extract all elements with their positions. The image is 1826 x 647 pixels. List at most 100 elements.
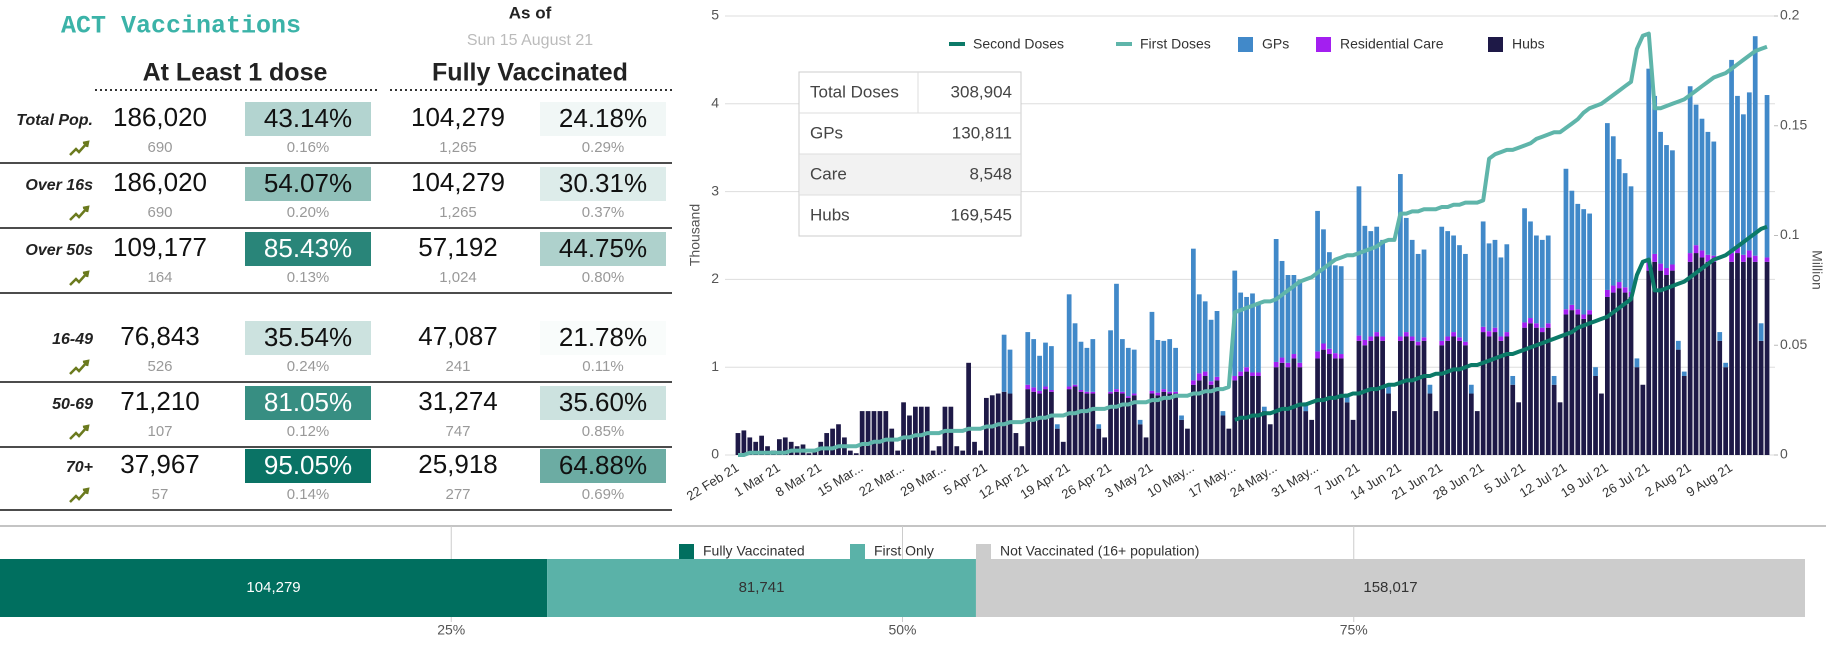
percent: 81.05% xyxy=(264,387,352,417)
bar xyxy=(1392,411,1397,455)
bar xyxy=(1327,354,1332,455)
count: 31,274 xyxy=(418,386,498,416)
bar xyxy=(1368,231,1374,337)
bar xyxy=(1545,327,1551,455)
count: 57,192 xyxy=(418,232,498,262)
bar xyxy=(1031,339,1037,388)
bar xyxy=(1155,395,1161,455)
percent-cell xyxy=(245,167,371,201)
legend-swatch xyxy=(976,544,991,559)
bar xyxy=(1699,250,1705,258)
bar xyxy=(1137,419,1143,425)
percent-cell xyxy=(540,321,666,355)
bar xyxy=(1179,415,1184,420)
bar xyxy=(1670,150,1675,265)
bar xyxy=(1037,390,1042,394)
bar xyxy=(1575,203,1581,310)
bar xyxy=(1025,332,1031,385)
bar xyxy=(1273,361,1279,368)
count: 76,843 xyxy=(120,321,200,351)
percent-cell xyxy=(245,321,371,355)
bar xyxy=(1480,332,1486,455)
bar-segment xyxy=(975,559,1805,617)
bar xyxy=(1208,319,1214,382)
bar xyxy=(1190,380,1196,385)
bar xyxy=(1356,340,1362,455)
doses-value: 169,545 xyxy=(951,205,1012,224)
bar xyxy=(1735,245,1740,254)
bar xyxy=(1569,310,1575,455)
percent: 44.75% xyxy=(559,233,647,263)
bar xyxy=(1604,123,1610,290)
legend-swatch xyxy=(1488,37,1503,52)
bar xyxy=(1516,402,1522,455)
legend-label: Not Vaccinated (16+ population) xyxy=(1000,543,1199,559)
bar xyxy=(1167,339,1173,392)
bar xyxy=(1315,210,1320,352)
bar xyxy=(1758,323,1764,341)
bar xyxy=(1202,301,1208,372)
bar xyxy=(1569,304,1575,311)
bar xyxy=(1729,261,1734,455)
bar xyxy=(1285,362,1291,368)
bar xyxy=(1250,372,1255,376)
bar xyxy=(954,446,960,455)
bar xyxy=(1285,367,1291,455)
x-tick-label: 3 May 21 xyxy=(1102,460,1155,501)
x-tick-label: 25% xyxy=(437,622,465,638)
bar xyxy=(1705,131,1711,255)
count: 25,918 xyxy=(418,449,498,479)
doses-label: Hubs xyxy=(810,205,850,224)
bar xyxy=(1528,221,1533,319)
bar xyxy=(1610,136,1616,286)
bar xyxy=(1581,314,1587,319)
bar xyxy=(1752,261,1758,455)
bar xyxy=(836,424,841,455)
bar xyxy=(1646,68,1652,262)
bar xyxy=(1226,428,1232,455)
bar xyxy=(776,439,782,455)
bar xyxy=(1114,283,1119,390)
bar xyxy=(1457,337,1462,341)
bar xyxy=(1297,279,1303,363)
bar xyxy=(1368,340,1374,455)
y-tick-label: 0 xyxy=(711,446,719,462)
bar xyxy=(1090,339,1096,392)
bar xyxy=(1741,254,1746,262)
bar xyxy=(1267,424,1273,455)
row-label: Total Pop. xyxy=(16,112,93,129)
bar xyxy=(1066,386,1072,390)
bar xyxy=(1421,249,1427,338)
percent: 64.88% xyxy=(559,450,647,480)
new-percent: 0.69% xyxy=(582,486,625,503)
bar xyxy=(1646,270,1652,455)
new-percent: 0.12% xyxy=(287,423,330,440)
bar xyxy=(1043,389,1048,455)
bar xyxy=(1161,391,1167,455)
bar xyxy=(1652,95,1658,254)
bar xyxy=(1291,354,1297,359)
title: ACT Vaccinations xyxy=(61,12,301,41)
bar xyxy=(1463,345,1468,455)
bar xyxy=(1315,358,1320,455)
bar xyxy=(918,406,924,455)
bar xyxy=(1581,318,1587,455)
x-tick-label: 8 Mar 21 xyxy=(773,460,824,500)
legend-label: Hubs xyxy=(1512,36,1545,52)
bar xyxy=(1244,367,1249,372)
percent: 21.78% xyxy=(559,322,647,352)
bar xyxy=(1451,332,1456,337)
bar xyxy=(1108,393,1113,455)
bar xyxy=(913,406,918,455)
bar xyxy=(1634,358,1640,368)
legend-swatch xyxy=(850,544,865,559)
row-bg xyxy=(800,154,1020,195)
bar xyxy=(1451,336,1456,455)
bar xyxy=(1096,428,1102,455)
bar xyxy=(1729,253,1734,262)
bar xyxy=(1031,391,1037,455)
bar xyxy=(1350,419,1356,455)
bar xyxy=(1687,253,1693,262)
bar xyxy=(1250,293,1255,373)
row-label: 70+ xyxy=(66,459,93,476)
